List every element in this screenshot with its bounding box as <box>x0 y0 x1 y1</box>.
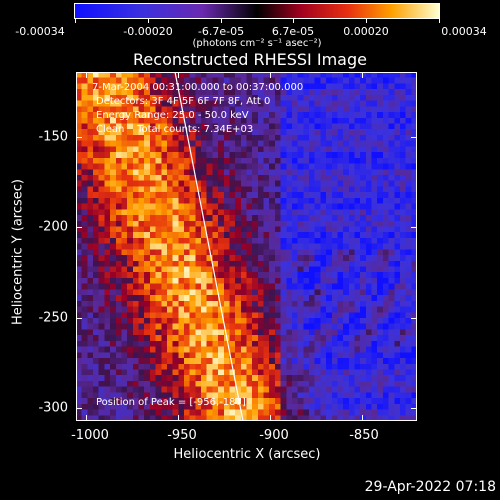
y-tick <box>411 227 417 228</box>
x-tick-label: -900 <box>259 428 289 443</box>
x-tick <box>362 72 363 78</box>
x-tick <box>86 415 87 421</box>
x-tick <box>270 72 271 78</box>
colorbar <box>74 3 440 19</box>
x-tick-label: -950 <box>167 428 197 443</box>
solar-limb-line <box>174 72 244 421</box>
y-tick-label: -300 <box>38 400 68 416</box>
colorbar-units: (photons cm⁻² s⁻¹ asec⁻²) <box>192 38 322 49</box>
info-clean: Clean Total counts: 7.34E+03 <box>96 124 254 135</box>
colorbar-tick-label: -0.00034 <box>15 25 65 38</box>
x-tick-label: -1000 <box>71 428 109 443</box>
image-panel <box>76 72 417 421</box>
colorbar-tick-label: 6.7e-05 <box>271 25 315 38</box>
x-tick <box>178 72 179 78</box>
x-tick <box>86 72 87 78</box>
colorbar-tick <box>75 19 76 23</box>
x-tick <box>270 415 271 421</box>
x-tick <box>178 415 179 421</box>
info-energy: Energy Range: 25.0 - 50.0 keV <box>96 110 249 121</box>
info-peak: Position of Peak = [-956,-187] <box>96 397 246 408</box>
x-tick <box>362 415 363 421</box>
colorbar-tick <box>221 19 222 23</box>
colorbar-tick-label: -0.00020 <box>123 25 173 38</box>
colorbar-tick-label: 0.00020 <box>343 25 389 38</box>
y-tick <box>411 408 417 409</box>
info-time: 7-Mar-2004 00:31:00.000 to 00:37:00.000 <box>92 82 304 93</box>
y-tick-label: -250 <box>38 310 68 326</box>
y-tick <box>76 318 82 319</box>
y-tick <box>76 227 82 228</box>
y-tick-label: -150 <box>38 129 68 145</box>
y-axis-title: Heliocentric Y (arcsec) <box>10 179 26 325</box>
plot-title: Reconstructed RHESSI Image <box>133 50 367 69</box>
info-detectors: Detectors: 3F 4F 5F 6F 7F 8F, Att 0 <box>96 96 271 107</box>
colorbar-tick <box>366 19 367 23</box>
colorbar-tick <box>439 19 440 23</box>
y-tick <box>76 137 82 138</box>
rhessi-image <box>76 72 417 421</box>
x-axis-title: Heliocentric X (arcsec) <box>173 447 321 462</box>
x-tick-label: -850 <box>349 428 379 443</box>
colorbar-tick-label: -6.7e-05 <box>197 25 245 38</box>
timestamp: 29-Apr-2022 07:18 <box>364 479 496 495</box>
colorbar-tick-label: 0.00034 <box>441 25 487 38</box>
y-tick <box>411 318 417 319</box>
colorbar-tick <box>293 19 294 23</box>
y-tick-label: -200 <box>38 219 68 235</box>
colorbar-tick <box>148 19 149 23</box>
y-tick <box>411 137 417 138</box>
y-tick <box>76 408 82 409</box>
